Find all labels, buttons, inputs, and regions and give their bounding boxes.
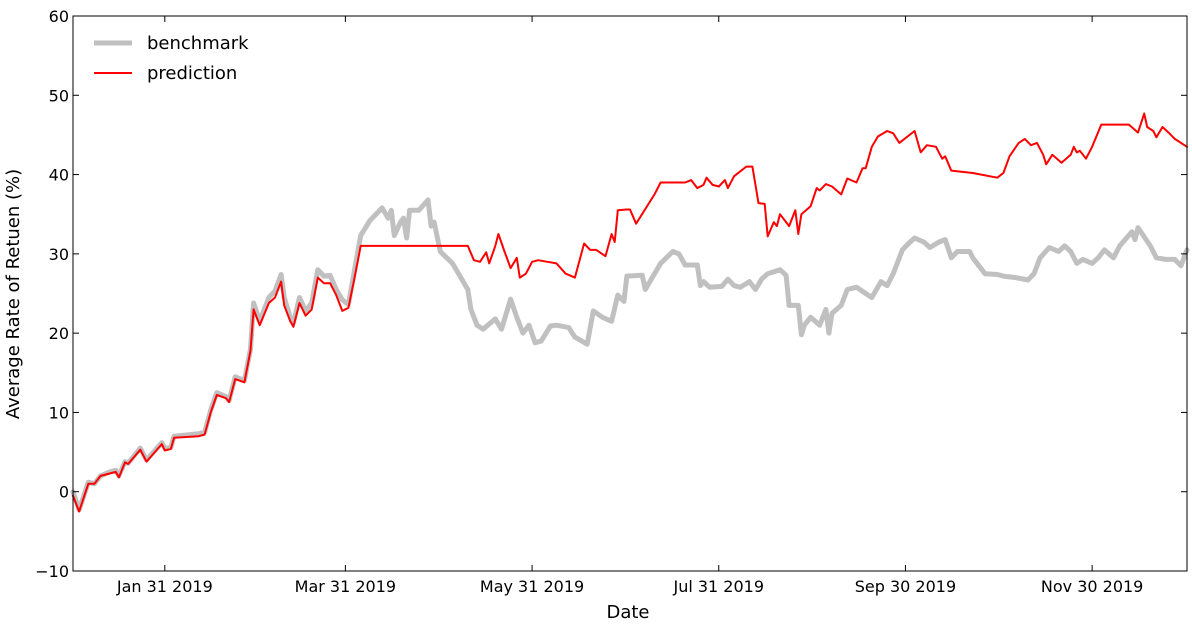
legend-label-benchmark: benchmark — [147, 33, 249, 54]
series-line-prediction — [72, 112, 1188, 513]
y-tick-label: 20 — [49, 324, 69, 343]
x-tick-label: May 31 2019 — [480, 577, 584, 596]
y-tick-label: 40 — [49, 166, 69, 185]
plot-lines — [70, 112, 1190, 513]
x-tick-label: Mar 31 2019 — [295, 577, 396, 596]
y-axis-ticks: −10 0 10 20 30 40 50 60 — [35, 7, 1187, 581]
plot-frame — [72, 15, 1188, 572]
series-line-benchmark — [70, 197, 1190, 513]
y-tick-label: 60 — [49, 7, 69, 26]
x-tick-label: Nov 30 2019 — [1041, 577, 1143, 596]
x-tick-label: Jan 31 2019 — [116, 577, 213, 596]
legend: benchmark prediction — [94, 33, 249, 84]
x-tick-label: Jul 31 2019 — [672, 577, 764, 596]
y-tick-label: −10 — [35, 562, 69, 581]
y-tick-label: 30 — [49, 245, 69, 264]
y-tick-label: 0 — [59, 483, 69, 502]
x-axis-ticks: Jan 31 2019 Mar 31 2019 May 31 2019 Jul 31 … — [116, 16, 1143, 596]
y-axis-label: Average Rate of Retuen (%) — [3, 169, 24, 419]
x-axis-label: Date — [606, 602, 649, 623]
y-tick-label: 50 — [49, 86, 69, 105]
y-tick-label: 10 — [49, 403, 69, 422]
x-tick-label: Sep 30 2019 — [855, 577, 956, 596]
legend-label-prediction: prediction — [147, 63, 237, 84]
